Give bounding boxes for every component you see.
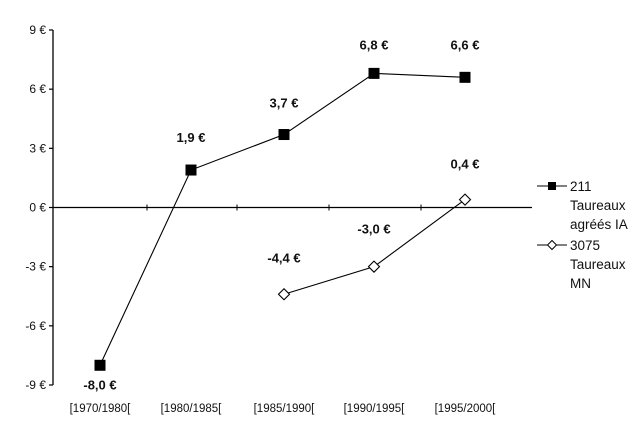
data-label: 6,6 € [451,37,480,52]
x-category-label: [1990/1995[ [344,403,406,415]
data-point [278,129,290,141]
data-point [367,260,381,273]
x-category-label: [1985/1990[ [254,403,316,415]
legend-marker [548,182,556,190]
legend-label: 3075 [570,238,600,253]
legend-entry: 211 Taureaux agréés IA [537,179,628,232]
data-point [458,193,472,206]
legend-label: 211 [570,179,592,194]
legend-label: agréés IA [570,217,628,232]
legend-entry: 3075 Taureaux MN [537,238,626,291]
legend: 211 Taureaux agréés IA 3075 Taureaux MN [537,179,628,291]
y-tick-label: 3 € [29,141,46,155]
data-point [277,287,291,301]
x-axis-labels: [1970/1980[ [1980/1985[ [1985/1990[ [1990/1… [70,403,497,415]
data-label: 6,8 € [360,37,389,52]
x-category-label: [1995/2000[ [435,403,497,415]
series-line [99,72,466,366]
data-point [94,359,106,371]
x-category-label: [1980/1985[ [161,403,223,415]
data-point [368,67,380,79]
data-label: 1,9 € [177,130,206,145]
data-label: -4,4 € [267,250,300,265]
series-group: -8,0 € 1,9 € 3,7 € 6,8 € 6,6 € -4,4 € -3,0 € 0,… [83,37,479,392]
y-tick-label: -9 € [25,378,46,392]
data-point [459,71,471,83]
data-label: 3,7 € [270,96,299,111]
legend-marker [546,239,558,251]
legend-label: MN [570,276,591,291]
data-label: -3,0 € [357,222,390,237]
y-tick-label: -6 € [25,319,46,333]
data-label: -8,0 € [83,377,116,392]
y-tick-label: 9 € [29,23,46,37]
legend-label: Taureaux [570,198,626,213]
y-tick-label: -3 € [25,260,46,274]
series-line [283,199,466,295]
axes [52,30,532,385]
series-2: -4,4 € -3,0 € 0,4 € [267,157,480,301]
data-point [185,164,197,176]
y-tick-label: 0 € [29,201,46,215]
x-category-label: [1970/1980[ [70,403,132,415]
series-1: -8,0 € 1,9 € 3,7 € 6,8 € 6,6 € [83,37,479,392]
y-axis-ticks: 9 € 6 € 3 € 0 € -3 € -6 € -9 € [25,23,53,392]
y-tick-label: 6 € [29,82,46,96]
legend-label: Taureaux [570,257,626,272]
data-label: 0,4 € [451,157,480,172]
